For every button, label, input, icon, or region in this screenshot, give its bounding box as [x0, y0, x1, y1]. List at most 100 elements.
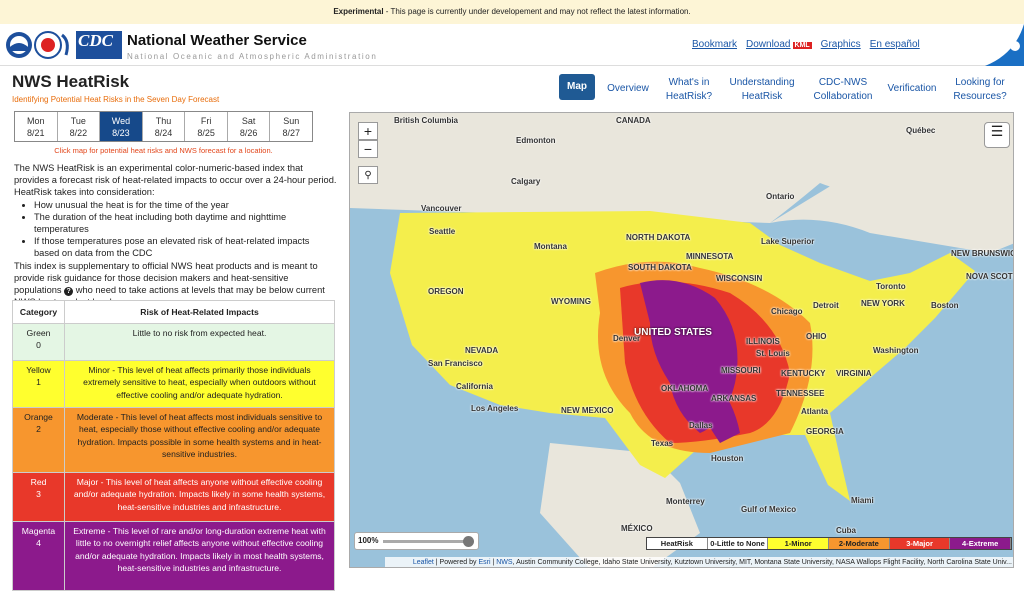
day-button[interactable]: Sun 8/27 — [270, 112, 312, 141]
search[interactable]: ⚲ — [358, 166, 378, 184]
risk-text: Extreme - This level of rare and/or long… — [64, 521, 335, 591]
category-level: 4 — [36, 538, 41, 549]
header-link[interactable]: Download KML — [746, 39, 812, 50]
category-cell: Magenta 4 — [12, 521, 65, 591]
header-link[interactable]: En español — [869, 39, 920, 50]
attribution-part[interactable]: NWS — [496, 559, 513, 566]
corner-logo — [985, 24, 1024, 66]
legend-item: 3-Major — [889, 538, 951, 549]
map-label: GEORGIA — [806, 427, 844, 436]
map-label: Texas — [651, 439, 674, 448]
day-name: Sat — [241, 116, 256, 126]
nav-item[interactable]: Verification — [887, 83, 937, 94]
map-label: SOUTH DAKOTA — [628, 263, 692, 272]
day-button[interactable]: Wed 8/23 — [100, 112, 143, 141]
nav-item[interactable]: Understanding HeatRisk — [729, 77, 795, 102]
map-label: NEW YORK — [861, 299, 905, 308]
opacity-control[interactable]: 100% — [354, 532, 479, 550]
site-subtitle: National Oceanic and Atmospheric Adminis… — [127, 52, 378, 61]
slider-track — [383, 540, 471, 543]
intro-text: The NWS HeatRisk is an experimental colo… — [14, 163, 337, 198]
day-button[interactable]: Tue 8/22 — [58, 112, 101, 141]
category-level: 1 — [36, 377, 41, 388]
banner-text: - This page is currently under developem… — [383, 7, 691, 16]
category-cell: Orange 2 — [12, 407, 65, 473]
map-label: WISCONSIN — [716, 274, 763, 283]
day-date: 8/25 — [197, 128, 215, 138]
map-label: UNITED STATES — [634, 327, 712, 338]
attribution-part: , Austin Community College, Idaho State … — [512, 559, 1012, 566]
header: CDC National Weather Service National Oc… — [0, 24, 1024, 66]
header-link[interactable]: Graphics — [820, 39, 861, 50]
day-button[interactable]: Fri 8/25 — [185, 112, 228, 141]
map-label: CANADA — [616, 116, 651, 125]
day-name: Sun — [283, 116, 300, 126]
attribution-part[interactable]: Leaflet — [412, 559, 434, 566]
category-name: Yellow — [26, 365, 51, 375]
day-button[interactable]: Thu 8/24 — [143, 112, 186, 141]
logos — [6, 31, 122, 59]
opacity-label: 100% — [358, 536, 379, 545]
zoom-out[interactable]: − — [358, 140, 378, 158]
map-label: OREGON — [428, 287, 464, 296]
risk-table: Category Risk of Heat-Related Impacts Gree… — [12, 300, 335, 591]
cdc-logo: CDC — [78, 31, 113, 50]
map-label: OHIO — [806, 332, 827, 341]
help-icon[interactable]: ? — [64, 287, 74, 297]
map-label: Vancouver — [421, 204, 462, 213]
attribution-part: | Powered by — [433, 559, 479, 566]
banner: Experimental - This page is currently un… — [0, 0, 1024, 24]
slider-thumb[interactable] — [463, 536, 474, 547]
map-label: NEVADA — [465, 346, 499, 355]
legend-item: 2-Moderate — [829, 538, 890, 549]
table-header: Category Risk of Heat-Related Impacts — [12, 300, 335, 324]
legend-title: HeatRisk — [647, 538, 708, 549]
attribution-part[interactable]: Esri — [478, 559, 491, 566]
nav-item[interactable]: What's in HeatRisk? — [665, 77, 713, 102]
map-label: Boston — [931, 301, 959, 310]
map-label: ILLINOIS — [746, 337, 780, 346]
zoom-in[interactable]: + — [358, 122, 378, 140]
header-link[interactable]: Bookmark — [692, 39, 738, 50]
map-label: Seattle — [429, 227, 456, 236]
click-note: Click map for potential heat risks and N… — [54, 146, 273, 155]
layers[interactable]: ☰ — [984, 122, 1010, 148]
map-label: MINNESOTA — [686, 252, 734, 261]
supplement-text: This index is supplementary to official … — [14, 260, 318, 296]
category-level: 0 — [36, 340, 41, 351]
day-date: 8/27 — [282, 128, 301, 138]
day-date: 8/26 — [239, 128, 258, 138]
map-label: Lake Superior — [761, 237, 815, 246]
nav: Map Overview What's in HeatRisk? Understand… — [558, 74, 1018, 108]
map-label: British Columbia — [394, 116, 459, 125]
nav-item[interactable]: CDC-NWS Collaboration — [813, 77, 873, 102]
category-name: Green — [26, 328, 51, 338]
map-label: Chicago — [771, 307, 803, 316]
map-label: OKLAHOMA — [661, 384, 709, 393]
map-label: Washington — [873, 346, 919, 355]
map-label: Dallas — [689, 421, 713, 430]
map-label: ARKANSAS — [711, 394, 757, 403]
day-date: 8/23 — [112, 128, 130, 138]
nav-item[interactable]: Looking for Resources? — [953, 77, 1007, 102]
day-date: 8/22 — [69, 128, 88, 138]
day-date: 8/21 — [27, 128, 45, 138]
bullet: How unusual the heat is for the time of … — [34, 199, 337, 211]
table-row: Magenta 4 Extreme - This level of rare and… — [12, 521, 335, 591]
map-label: VIRGINIA — [836, 369, 872, 378]
day-name: Tue — [70, 116, 86, 126]
nav-item[interactable]: Overview — [607, 83, 649, 94]
map[interactable]: British Columbia CANADA Edmonton Québec Calg… — [349, 112, 1014, 568]
table-row: Yellow 1 Minor - This level of heat affect… — [12, 360, 335, 408]
day-button[interactable]: Sat 8/26 — [228, 112, 271, 141]
day-button[interactable]: Mon 8/21 — [15, 112, 58, 141]
category-cell: Green 0 — [12, 323, 65, 361]
map-label: Miami — [851, 496, 874, 505]
map-label: Edmonton — [516, 136, 556, 145]
map-label: Los Angeles — [471, 404, 519, 413]
map-label: Atlanta — [801, 407, 829, 416]
map-label: NEW BRUNSWICK — [951, 249, 1013, 258]
nav-item[interactable]: Map — [559, 74, 595, 100]
day-name: Mon — [27, 116, 45, 126]
